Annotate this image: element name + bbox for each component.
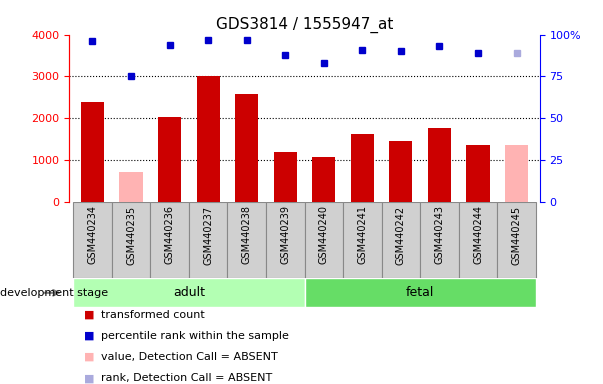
Text: fetal: fetal	[406, 286, 434, 299]
Bar	[189, 202, 227, 278]
Bar	[274, 152, 297, 202]
Text: adult: adult	[173, 286, 205, 299]
Text: GSM440241: GSM440241	[358, 205, 367, 265]
Bar	[428, 128, 451, 202]
Bar	[227, 202, 266, 278]
Bar	[73, 278, 305, 307]
Bar	[235, 94, 258, 202]
Text: GSM440240: GSM440240	[319, 205, 329, 265]
Text: GSM440234: GSM440234	[87, 205, 98, 265]
Text: percentile rank within the sample: percentile rank within the sample	[101, 331, 289, 341]
Bar	[351, 134, 374, 202]
Text: ■: ■	[84, 373, 95, 383]
Text: value, Detection Call = ABSENT: value, Detection Call = ABSENT	[101, 352, 278, 362]
Bar	[343, 202, 382, 278]
Text: GSM440244: GSM440244	[473, 205, 483, 265]
Bar	[158, 117, 181, 202]
Bar	[382, 202, 420, 278]
Bar	[497, 202, 536, 278]
Text: rank, Detection Call = ABSENT: rank, Detection Call = ABSENT	[101, 373, 273, 383]
Text: GSM440236: GSM440236	[165, 205, 175, 265]
Bar	[305, 278, 536, 307]
Text: GSM440239: GSM440239	[280, 205, 290, 265]
Bar	[420, 202, 459, 278]
Text: GSM440237: GSM440237	[203, 205, 213, 265]
Text: GSM440235: GSM440235	[126, 205, 136, 265]
Bar	[312, 157, 335, 202]
Text: GSM440238: GSM440238	[242, 205, 251, 265]
Bar	[266, 202, 305, 278]
Text: transformed count: transformed count	[101, 310, 205, 320]
Bar	[197, 76, 219, 202]
Text: GSM440242: GSM440242	[396, 205, 406, 265]
Bar	[390, 141, 412, 202]
Bar	[505, 145, 528, 202]
Bar	[305, 202, 343, 278]
Bar	[459, 202, 497, 278]
Bar	[81, 102, 104, 202]
Text: ■: ■	[84, 352, 95, 362]
Text: GSM440245: GSM440245	[511, 205, 522, 265]
Text: ■: ■	[84, 331, 95, 341]
Bar	[73, 202, 112, 278]
Bar	[150, 202, 189, 278]
Bar	[112, 202, 150, 278]
Text: GSM440243: GSM440243	[434, 205, 444, 265]
Text: ■: ■	[84, 310, 95, 320]
Bar	[467, 145, 490, 202]
Text: development stage: development stage	[0, 288, 108, 298]
Bar	[119, 172, 142, 202]
Title: GDS3814 / 1555947_at: GDS3814 / 1555947_at	[216, 17, 393, 33]
